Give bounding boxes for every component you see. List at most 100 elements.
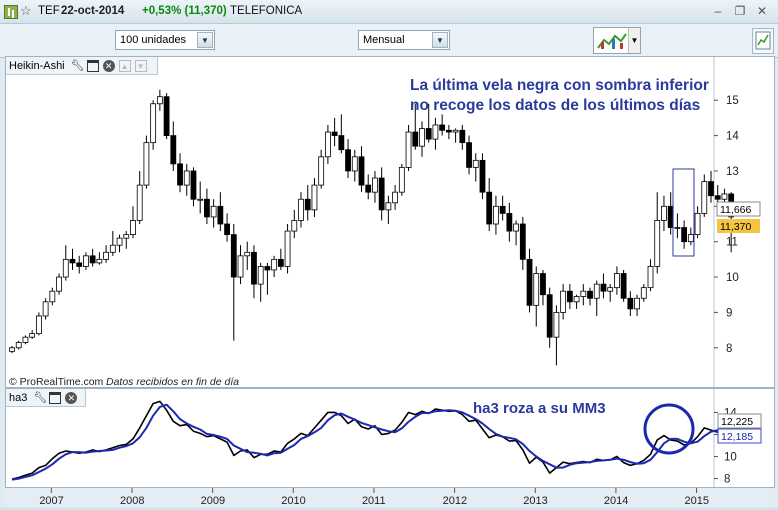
candle-up bbox=[560, 290, 567, 313]
candle-up bbox=[83, 255, 89, 267]
candle-down bbox=[486, 191, 493, 225]
candle-up bbox=[29, 333, 36, 338]
candle-down bbox=[345, 149, 351, 172]
candle-up bbox=[324, 131, 331, 158]
minimize-icon[interactable]: – bbox=[714, 4, 722, 18]
window-icon[interactable] bbox=[86, 59, 99, 72]
candle-up bbox=[614, 273, 620, 289]
candle-down bbox=[378, 177, 385, 211]
candle-down bbox=[331, 131, 338, 136]
last-candle-highlight-box bbox=[672, 168, 695, 257]
close-icon[interactable]: ✕ bbox=[756, 4, 768, 18]
year-tick-label: 2015 bbox=[685, 495, 709, 507]
candle-down bbox=[714, 195, 721, 200]
ha3-annotation: ha3 roza a su MM3 bbox=[473, 400, 606, 417]
time-axis: 2007 2008 2009 2010 2011 2012 2013 2014 2015 bbox=[5, 488, 775, 507]
wrench-icon[interactable]: 🔧︎ bbox=[70, 59, 85, 72]
candle-up bbox=[237, 255, 244, 278]
candle-down bbox=[338, 135, 345, 151]
heikin-ashi-chart[interactable]: 89101112131415 La última vela negra con … bbox=[6, 57, 774, 387]
ha3-series bbox=[11, 400, 732, 481]
title-bar: ☆ TEF 22-oct-2014 +0,53% (11,370) TELEFO… bbox=[0, 0, 778, 24]
candle-down bbox=[479, 159, 486, 193]
highlight-circle bbox=[643, 403, 695, 455]
candle-up bbox=[351, 156, 358, 172]
copyright-text: © ProRealTime.com bbox=[9, 376, 104, 387]
price-chart-panel[interactable]: 89101112131415 La última vela negra con … bbox=[5, 56, 775, 388]
candle-up bbox=[607, 287, 614, 292]
year-tick-label: 2009 bbox=[201, 495, 225, 507]
price-change: +0,53% (11,370) bbox=[142, 5, 227, 17]
close-icon[interactable]: ✕ bbox=[102, 59, 115, 72]
wrench-icon[interactable]: 🔧︎ bbox=[33, 391, 48, 404]
candle-up bbox=[593, 283, 600, 299]
candle-up bbox=[49, 290, 56, 303]
last-price-label: 11,370 bbox=[720, 221, 751, 233]
ha3-panel-title: ha3 bbox=[9, 391, 28, 404]
chart-type-button[interactable]: ▼ bbox=[593, 27, 641, 54]
candle-down bbox=[499, 205, 506, 214]
year-tick-label: 2011 bbox=[362, 495, 386, 507]
price-tick-label: 15 bbox=[726, 95, 739, 107]
last-value-badge-1 bbox=[716, 201, 761, 217]
candle-up bbox=[22, 336, 29, 343]
period-select[interactable]: Mensual ▼ bbox=[358, 30, 450, 50]
candle-up bbox=[392, 191, 399, 204]
indicator-panel-icon bbox=[755, 31, 771, 50]
close-icon[interactable]: ✕ bbox=[65, 391, 78, 404]
price-tick-label: 10 bbox=[726, 272, 739, 284]
chart-toolbar: 100 unidades ▼ Mensual ▼ ▼ bbox=[0, 24, 778, 58]
ma3-line bbox=[11, 403, 732, 481]
app-chart-icon bbox=[4, 5, 18, 19]
ha3-last-label-1: 12,225 bbox=[721, 416, 753, 428]
move-up-icon[interactable]: ▲ bbox=[118, 59, 131, 72]
price-tick-label: 11 bbox=[726, 237, 738, 249]
ha3-indicator-panel[interactable]: 8101214 ha3 roza a su MM3 12,225 12,185 … bbox=[5, 388, 775, 488]
window-icon[interactable] bbox=[49, 391, 62, 404]
candle-up bbox=[687, 234, 694, 243]
candle-down bbox=[177, 163, 183, 186]
candle-up bbox=[318, 156, 325, 186]
candle-down bbox=[170, 135, 177, 165]
candle-up bbox=[533, 273, 540, 306]
year-tick-label: 2010 bbox=[281, 495, 305, 507]
candle-down bbox=[163, 96, 170, 136]
candle-up bbox=[634, 297, 640, 310]
candle-up bbox=[419, 128, 425, 147]
price-panel-header: Heikin-Ashi 🔧︎ ✕ ▲ ▼ bbox=[6, 57, 158, 75]
candle-up bbox=[385, 202, 392, 211]
chevron-down-icon: ▼ bbox=[432, 32, 448, 48]
candle-down bbox=[365, 184, 372, 193]
move-down-icon[interactable]: ▼ bbox=[134, 59, 147, 72]
candle-down bbox=[251, 251, 257, 285]
chart-type-icon bbox=[597, 33, 627, 49]
candle-up bbox=[405, 131, 412, 168]
ticker-symbol: TEF bbox=[38, 5, 60, 17]
candle-down bbox=[277, 258, 284, 267]
candle-down bbox=[204, 198, 210, 218]
candle-down bbox=[708, 181, 714, 197]
candle-up bbox=[647, 266, 654, 289]
side-panel-toggle-button[interactable] bbox=[752, 28, 774, 54]
candle-up bbox=[398, 167, 405, 193]
candle-up bbox=[210, 205, 217, 218]
candle-up bbox=[244, 251, 251, 257]
units-select-value: 100 unidades bbox=[120, 34, 187, 46]
year-tick-label: 2012 bbox=[443, 495, 467, 507]
candle-up bbox=[432, 124, 439, 140]
candle-up bbox=[553, 312, 560, 338]
restore-icon[interactable]: ❐ bbox=[734, 4, 746, 18]
price-tick-label: 13 bbox=[726, 166, 739, 178]
units-select[interactable]: 100 unidades ▼ bbox=[115, 30, 215, 50]
candle-up bbox=[62, 258, 69, 278]
ha3-last-badge-2 bbox=[717, 428, 762, 444]
favorite-star-icon[interactable]: ☆ bbox=[20, 3, 32, 18]
time-axis-ticks: 2007 2008 2009 2010 2011 2012 2013 2014 2015 bbox=[39, 488, 709, 507]
chevron-down-icon[interactable]: ▼ bbox=[628, 28, 640, 53]
ha3-chart[interactable]: 8101214 ha3 roza a su MM3 12,225 12,185 bbox=[6, 389, 774, 487]
ha3-tick-label: 10 bbox=[724, 452, 737, 464]
period-select-value: Mensual bbox=[363, 34, 405, 46]
price-panel-title: Heikin-Ashi bbox=[9, 59, 65, 72]
candle-up bbox=[721, 193, 728, 200]
